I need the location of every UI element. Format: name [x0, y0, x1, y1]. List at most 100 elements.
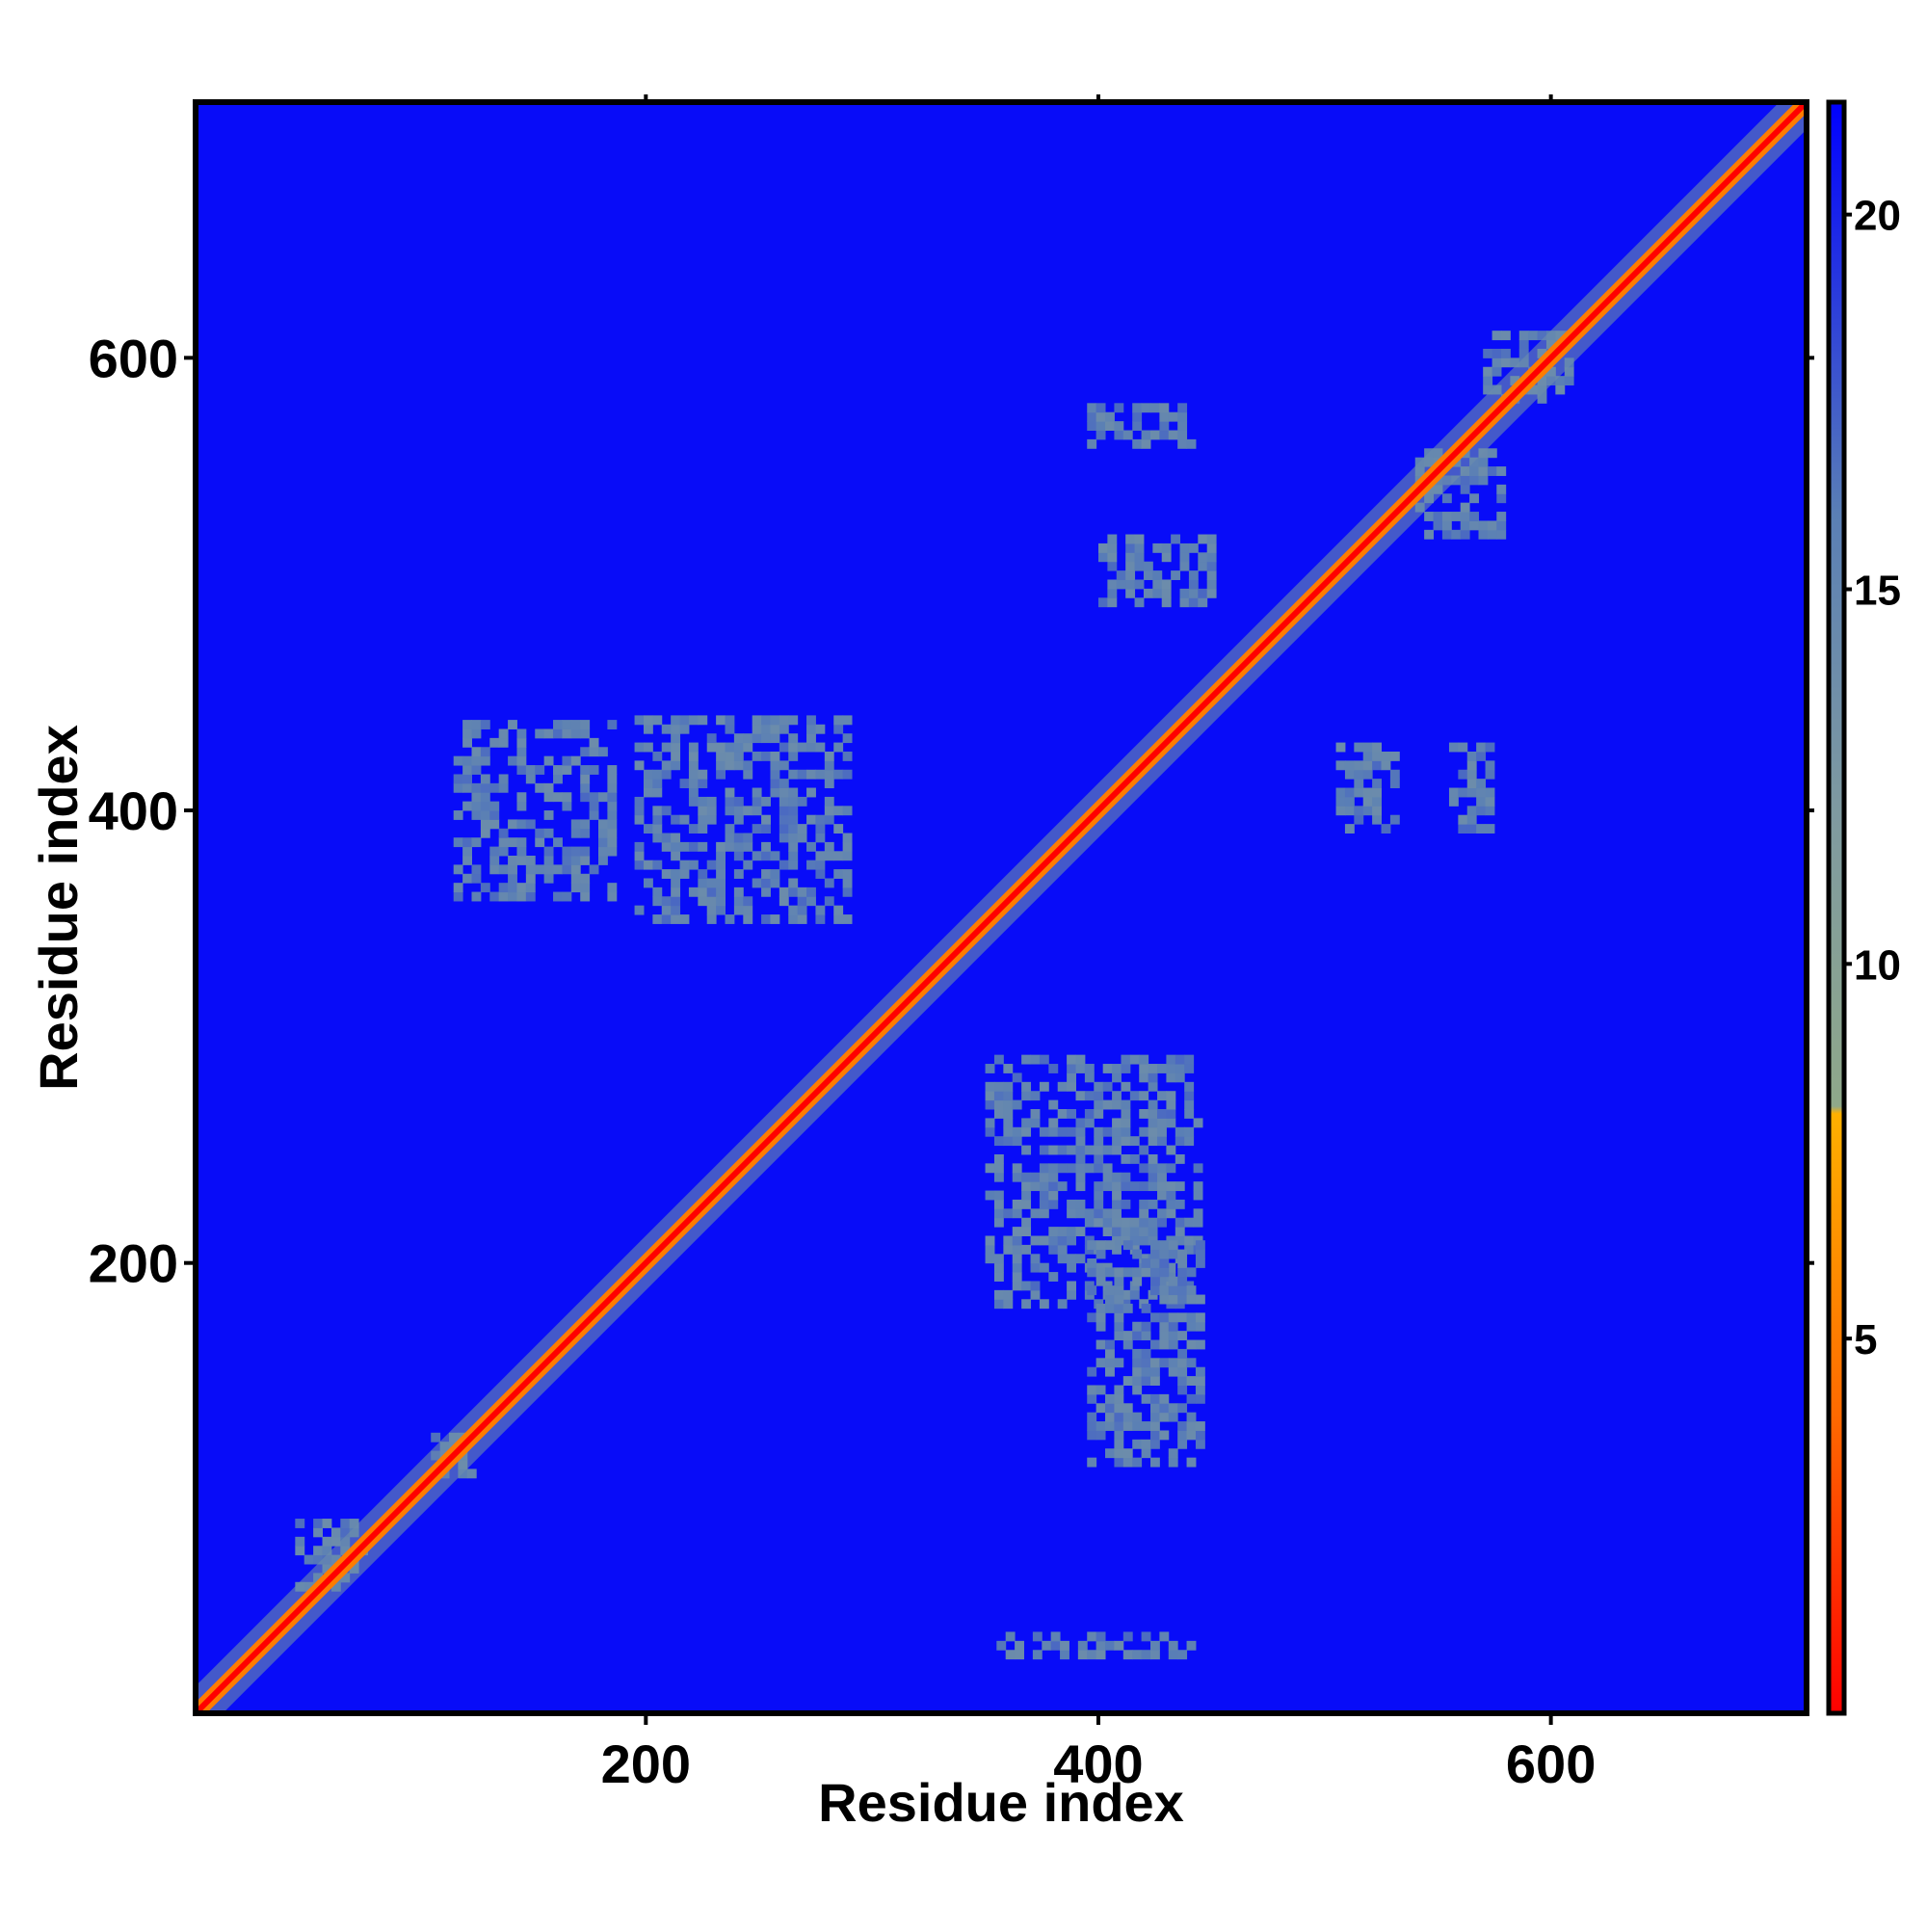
contact-cell: [1168, 1339, 1178, 1350]
contact-cell: [1491, 348, 1502, 358]
contact-cell: [1021, 1172, 1032, 1182]
contact-cell: [779, 833, 789, 843]
contact-cell: [1491, 357, 1502, 368]
contact-cell: [1186, 1421, 1197, 1431]
contact-cell: [743, 841, 753, 852]
contact-cell: [985, 1091, 995, 1101]
contact-cell: [1485, 796, 1495, 807]
contact-cell: [698, 896, 708, 907]
contact-cell: [453, 774, 463, 784]
contact-cell: [607, 828, 618, 838]
contact-cell: [1112, 1172, 1122, 1182]
contact-cell: [842, 914, 853, 924]
contact-cell: [1012, 1099, 1022, 1110]
contact-cell: [1344, 796, 1355, 807]
contact-cell: [1067, 1054, 1076, 1065]
contact-cell: [1105, 1240, 1115, 1251]
contact-cell: [589, 765, 599, 775]
contact-cell: [480, 883, 490, 893]
contact-cell: [842, 887, 853, 897]
contact-cell: [1139, 1208, 1149, 1219]
contact-cell: [1451, 475, 1462, 486]
contact-cell: [1184, 1217, 1195, 1228]
contact-cell: [1030, 1289, 1041, 1300]
contact-cell: [1149, 1312, 1160, 1323]
contact-cell: [671, 905, 681, 915]
contact-cell: [1087, 1240, 1097, 1251]
contact-cell: [1143, 570, 1153, 580]
contact-cell: [797, 887, 807, 897]
contact-cell: [1105, 1366, 1115, 1377]
contact-cell: [716, 769, 726, 780]
contact-cell: [1030, 1235, 1041, 1246]
contact-cell: [1161, 543, 1172, 553]
contact-cell: [1075, 1163, 1086, 1174]
contact-cell: [1206, 588, 1217, 598]
contact-cell: [1168, 411, 1178, 422]
contact-cell: [1112, 1064, 1122, 1073]
contact-cell: [824, 851, 834, 861]
contact-cell: [1132, 1249, 1143, 1259]
contact-cell: [553, 720, 563, 729]
contact-cell: [1372, 814, 1383, 825]
contact-cell: [788, 796, 799, 807]
contact-cell: [725, 841, 735, 852]
contact-cell: [1139, 1072, 1149, 1083]
contact-cell: [716, 841, 726, 852]
contact-cell: [1087, 1631, 1097, 1642]
contact-cell: [1012, 1235, 1022, 1246]
contact-cell: [462, 765, 472, 775]
contact-cell: [1500, 331, 1511, 341]
contact-region: [1448, 742, 1495, 834]
contact-cell: [698, 824, 708, 834]
contact-cell: [985, 1254, 995, 1264]
contact-cell: [661, 769, 672, 780]
contact-cell: [815, 769, 826, 780]
contact-cell: [1186, 438, 1197, 449]
contact-cell: [1141, 438, 1151, 449]
contact-cell: [340, 1527, 351, 1538]
contact-cell: [1168, 430, 1178, 440]
contact-cell: [1121, 1289, 1131, 1300]
contact-cell: [1141, 1303, 1151, 1313]
contact-cell: [498, 846, 509, 857]
contact-cell: [1095, 430, 1106, 440]
contact-cell: [1121, 1217, 1131, 1228]
contact-cell: [1005, 1650, 1016, 1660]
contact-cell: [761, 796, 771, 807]
contact-cell: [543, 755, 554, 766]
contact-cell: [1114, 1267, 1124, 1278]
contact-cell: [1032, 1631, 1043, 1642]
contact-cell: [1141, 1348, 1151, 1359]
contact-cell: [1102, 1081, 1113, 1092]
contact-cell: [1048, 1064, 1059, 1073]
contact-cell: [1102, 1208, 1113, 1219]
contact-cell: [543, 782, 554, 793]
contact-cell: [993, 1081, 1004, 1092]
contact-cell: [1084, 1109, 1095, 1119]
contact-cell: [1496, 493, 1507, 504]
contact-cell: [842, 715, 853, 726]
contact-cell: [993, 1054, 1004, 1065]
contact-cell: [1105, 1294, 1115, 1305]
contact-cell: [1060, 1650, 1069, 1660]
contact-cell: [679, 724, 690, 734]
contact-cell: [1114, 1321, 1124, 1332]
contact-cell: [1149, 1439, 1160, 1449]
contact-cell: [833, 806, 844, 816]
contact-cell: [824, 841, 834, 852]
contact-cell: [1112, 1181, 1122, 1192]
contact-cell: [833, 824, 844, 834]
contact-cell: [598, 828, 608, 838]
contact-cell: [1139, 1235, 1149, 1246]
contact-cell: [1168, 1331, 1178, 1341]
contact-cell: [525, 873, 536, 884]
contact-cell: [462, 801, 472, 811]
contact-cell: [1177, 1276, 1188, 1286]
contact-cell: [1129, 1289, 1140, 1300]
contact-cell: [993, 1136, 1004, 1147]
contact-cell: [1460, 466, 1470, 476]
contact-cell: [1084, 1072, 1095, 1083]
contact-cell: [688, 769, 699, 780]
contact-cell: [1159, 1331, 1170, 1341]
